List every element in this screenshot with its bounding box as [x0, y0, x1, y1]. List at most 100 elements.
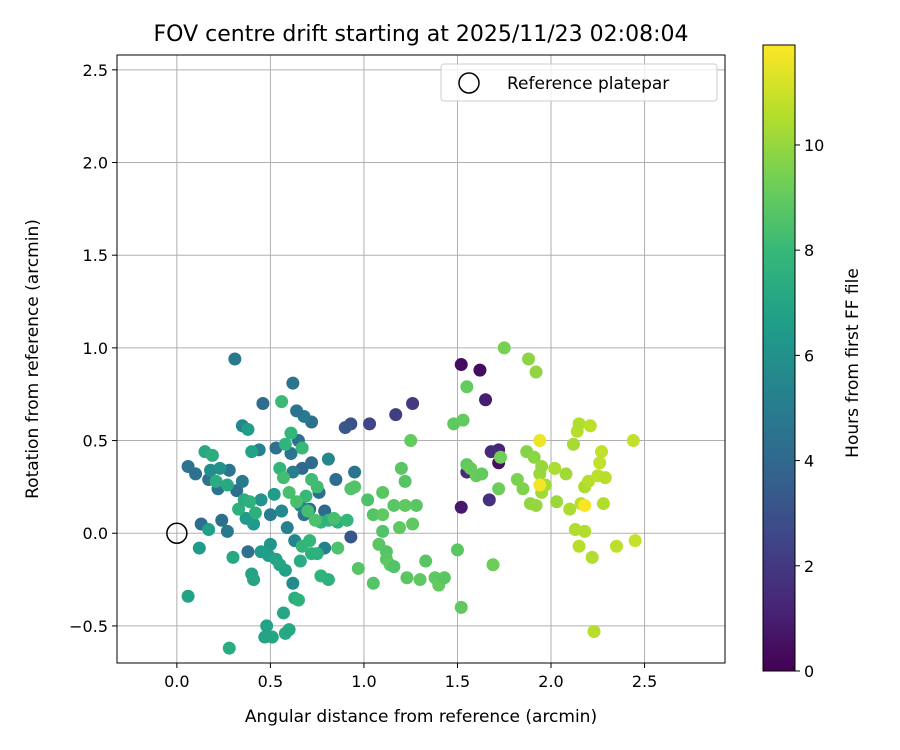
- grid: [117, 55, 725, 663]
- scatter-point: [290, 404, 304, 418]
- scatter-point: [348, 465, 362, 479]
- scatter-point: [189, 467, 203, 481]
- scatter-point: [419, 554, 433, 568]
- scatter-point: [609, 539, 623, 553]
- scatter-point: [566, 437, 580, 451]
- colorbar-tick-label: 10: [804, 136, 824, 155]
- scatter-point: [387, 560, 401, 574]
- chart-title: FOV centre drift starting at 2025/11/23 …: [154, 22, 689, 47]
- scatter-point: [454, 600, 468, 614]
- legend: Reference platepar: [440, 63, 718, 102]
- scatter-point: [437, 571, 451, 585]
- scatter-point: [486, 558, 500, 572]
- scatter-point: [450, 543, 464, 557]
- scatter-point: [392, 521, 406, 535]
- scatter-point: [282, 485, 296, 499]
- scatter-point: [406, 396, 420, 410]
- scatter-point: [329, 472, 343, 486]
- scatter-point: [533, 478, 547, 492]
- scatter-point: [321, 452, 335, 466]
- plot-frame: [116, 54, 726, 664]
- scatter-point: [529, 365, 543, 379]
- scatter-point: [479, 393, 493, 407]
- scatter-point: [529, 498, 543, 512]
- scatter-point: [222, 641, 236, 655]
- scatter-point: [344, 530, 358, 544]
- scatter-point: [265, 630, 279, 644]
- y-tick-label: 1.5: [83, 246, 108, 265]
- scatter-point: [497, 341, 511, 355]
- scatter-point: [389, 408, 403, 422]
- scatter-point: [310, 547, 324, 561]
- scatter-point: [398, 498, 412, 512]
- y-tick-label: 0.0: [83, 524, 108, 543]
- reference-point-marker: [166, 522, 188, 544]
- scatter-point: [366, 508, 380, 522]
- scatter-point: [254, 493, 268, 507]
- scatter-point: [628, 534, 642, 548]
- colorbar-ticks: 0 2 4 6 8 10: [795, 136, 824, 681]
- scatter-point: [550, 495, 564, 509]
- scatter-point: [475, 467, 489, 481]
- legend-label-reference: Reference platepar: [507, 74, 669, 94]
- scatter-point: [226, 550, 240, 564]
- scatter-point: [299, 489, 313, 503]
- colorbar-tick-label: 4: [804, 452, 814, 471]
- scatter-point: [338, 421, 352, 435]
- x-tick-label: 2.0: [538, 672, 563, 691]
- scatter-point: [286, 576, 300, 590]
- y-tick-label: −0.5: [69, 617, 108, 636]
- scatter-point: [278, 563, 292, 577]
- scatter-point: [400, 571, 414, 585]
- y-tick-label: 1.0: [83, 339, 108, 358]
- scatter-point: [456, 413, 470, 427]
- scatter-point: [282, 623, 296, 637]
- scatter-point: [235, 474, 249, 488]
- x-axis-label: Angular distance from reference (arcmin): [245, 707, 597, 727]
- scatter-point: [276, 471, 290, 485]
- y-axis-label: Rotation from reference (arcmin): [23, 219, 43, 499]
- scatter-point: [301, 504, 315, 518]
- scatter-point: [340, 513, 354, 527]
- scatter-point: [263, 537, 277, 551]
- scatter-point: [220, 524, 234, 538]
- scatter-point: [535, 460, 549, 474]
- scatter-point: [278, 437, 292, 451]
- scatter-point: [595, 445, 609, 459]
- scatter-point: [241, 422, 255, 436]
- scatter-points: [166, 341, 642, 655]
- y-tick-label: 2.0: [83, 154, 108, 173]
- scatter-point: [406, 517, 420, 531]
- scatter-point: [351, 561, 365, 575]
- scatter-point: [460, 380, 474, 394]
- x-tick-label: 1.0: [351, 672, 376, 691]
- scatter-point: [267, 487, 281, 501]
- x-axis-ticks: 0.0 0.5 1.0 1.5 2.0 2.5: [164, 663, 657, 691]
- scatter-point: [587, 624, 601, 638]
- scatter-point: [522, 352, 536, 366]
- scatter-point: [280, 521, 294, 535]
- scatter-point: [533, 434, 547, 448]
- scatter-point: [260, 619, 274, 633]
- scatter-point: [361, 493, 375, 507]
- scatter-point: [387, 498, 401, 512]
- scatter-point: [209, 474, 223, 488]
- scatter-point: [394, 461, 408, 475]
- scatter-point: [331, 541, 345, 555]
- scatter-point: [290, 495, 304, 509]
- colorbar-tick-label: 6: [804, 346, 814, 365]
- scatter-point: [247, 573, 261, 587]
- colorbar-gradient: [762, 44, 796, 672]
- colorbar-tick-label: 2: [804, 557, 814, 576]
- scatter-point: [572, 539, 586, 553]
- scatter-point: [220, 478, 234, 492]
- scatter-point: [527, 450, 541, 464]
- scatter-point: [181, 589, 195, 603]
- scatter-point: [363, 417, 377, 431]
- scatter-point: [308, 513, 322, 527]
- scatter-point: [305, 456, 319, 470]
- x-tick-label: 0.0: [164, 672, 189, 691]
- scatter-point: [213, 461, 227, 475]
- scatter-point: [228, 352, 242, 366]
- scatter-point: [559, 467, 573, 481]
